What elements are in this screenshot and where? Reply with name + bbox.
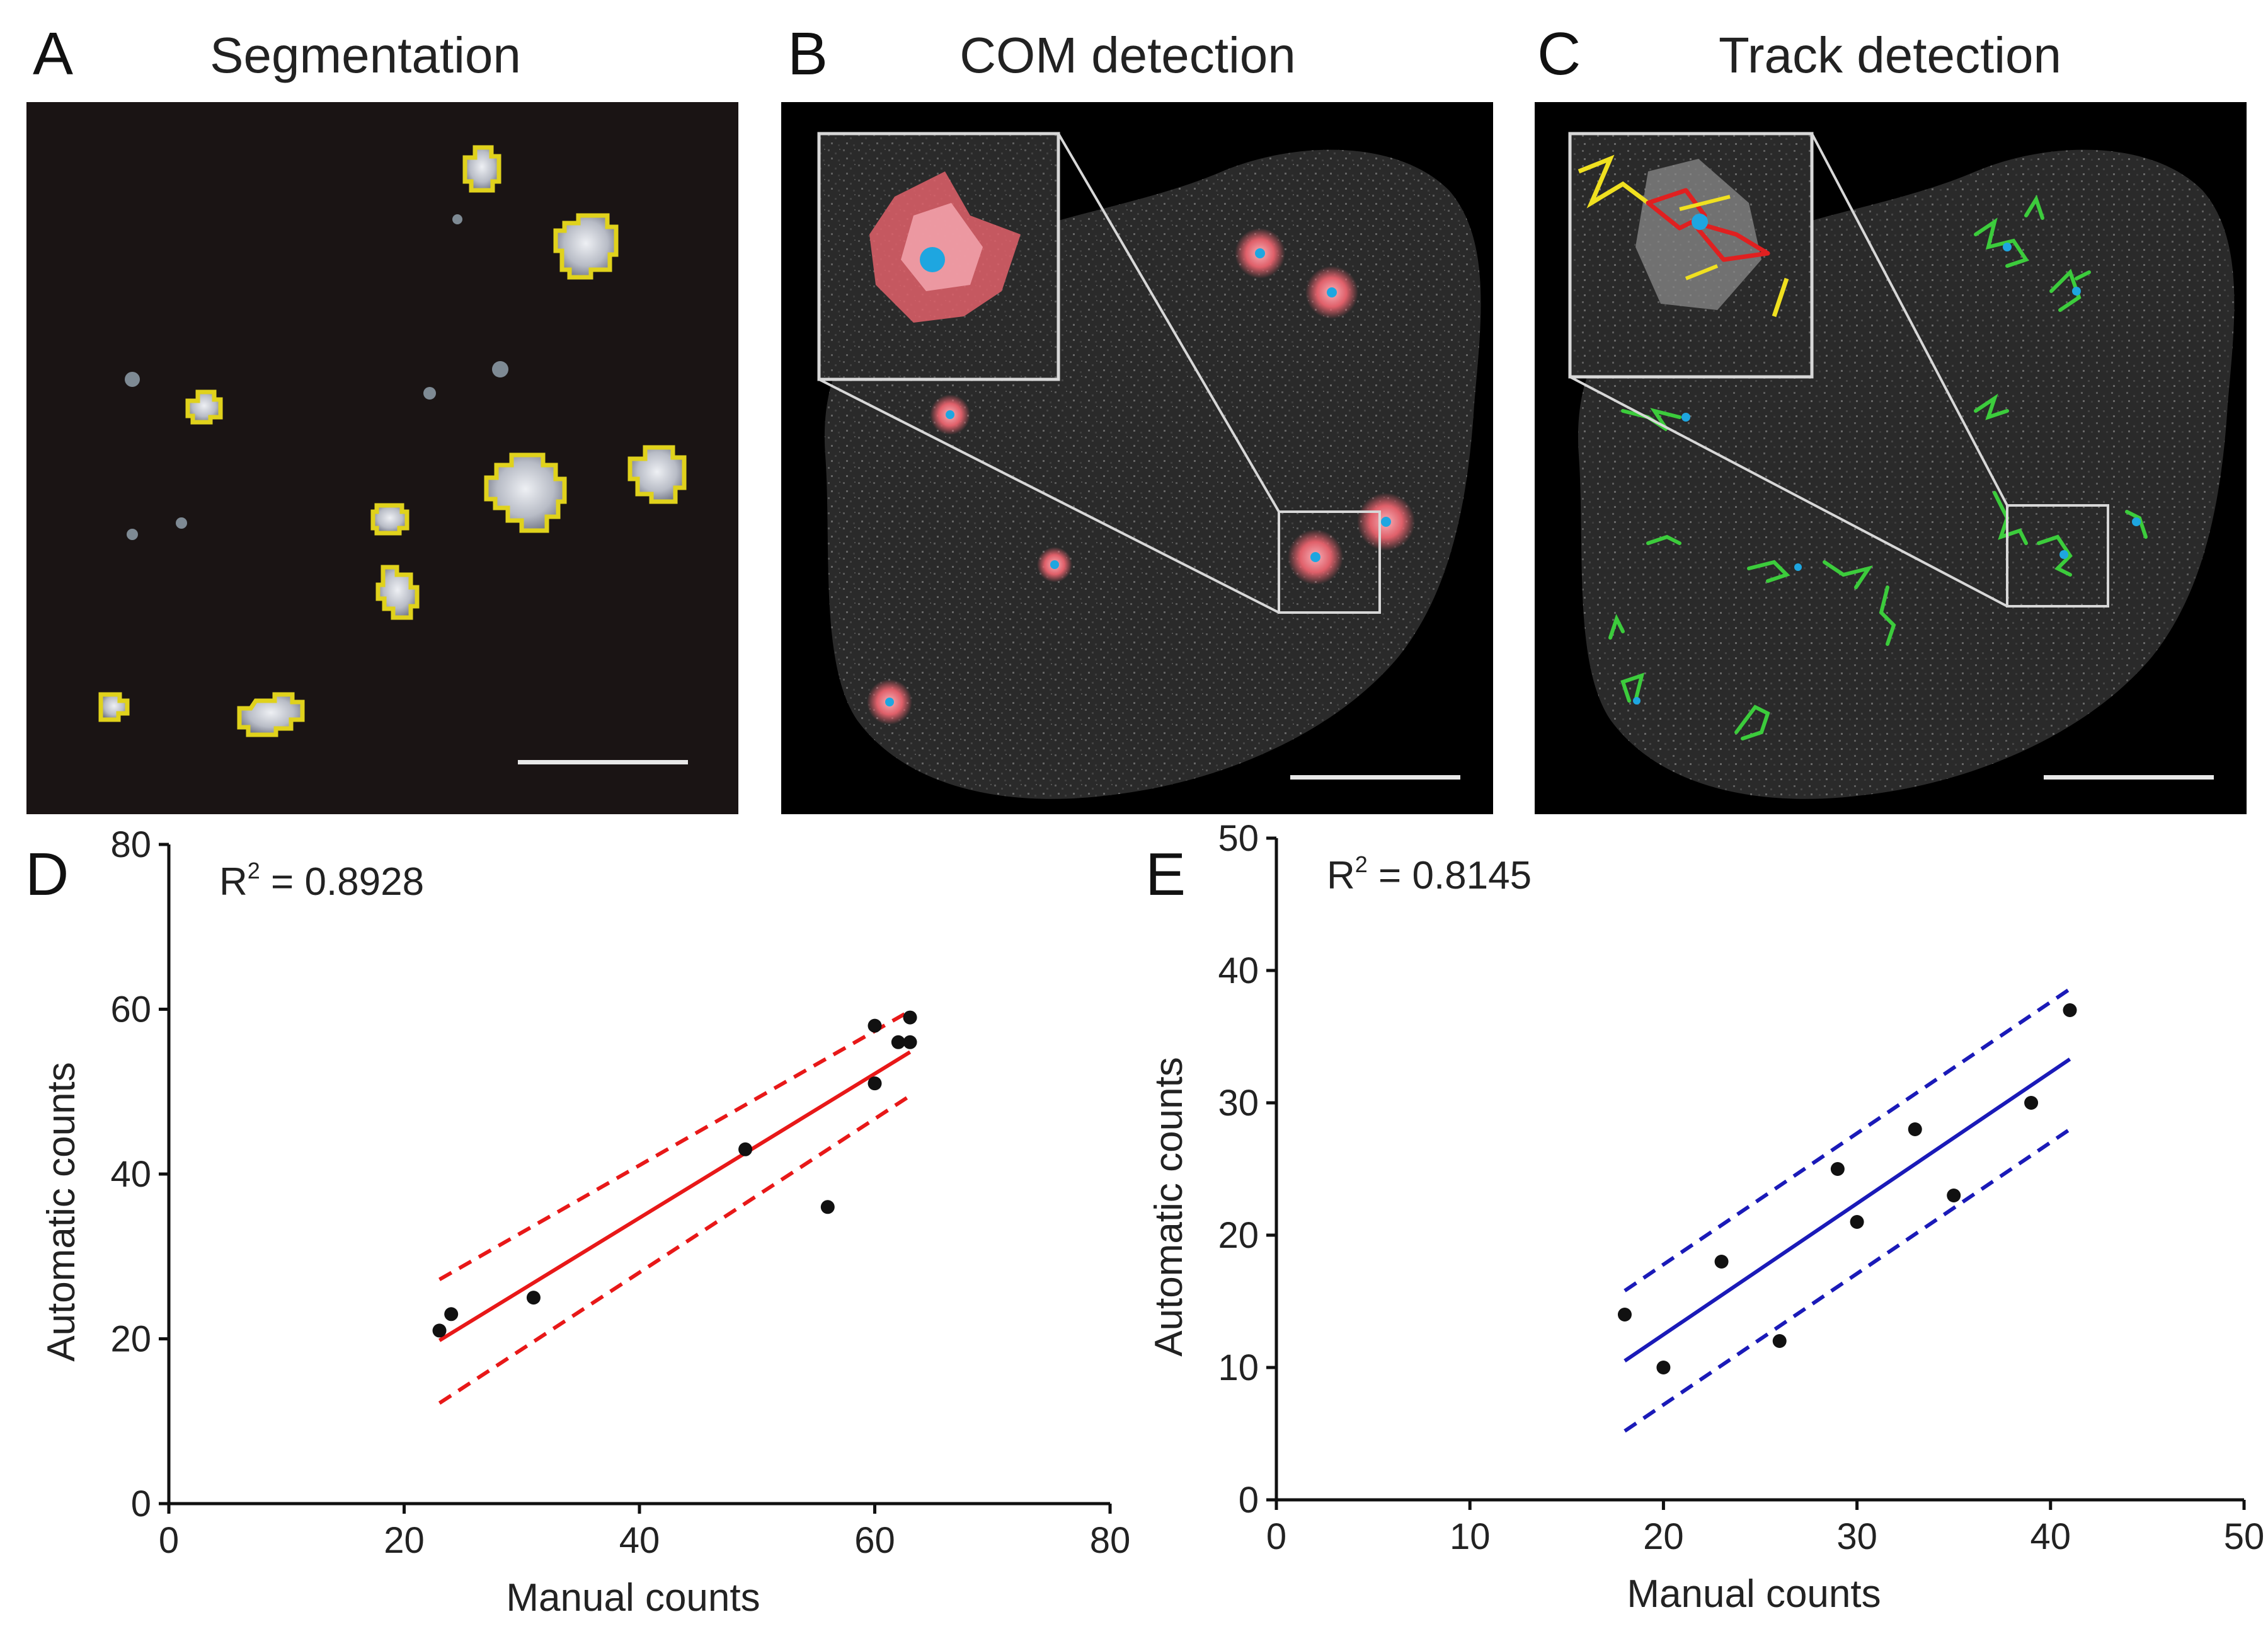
confidence-band-lower: [438, 1094, 912, 1405]
zoom-inset: [1568, 132, 1814, 379]
zoom-selection-box: [2006, 504, 2109, 607]
x-tick-label: 10: [1450, 1516, 1491, 1557]
panel-title-track-detection: Track detection: [1719, 27, 2061, 83]
x-tick-label: 30: [1836, 1516, 1877, 1557]
confidence-band-upper: [438, 1009, 912, 1281]
data-point: [820, 1200, 835, 1214]
panel-letter-e: E: [1145, 841, 1186, 908]
x-axis-label: Manual counts: [1627, 1572, 1881, 1616]
data-point: [868, 1018, 882, 1033]
scatter-plot-e: 0 10 20 30 40 50 0 10 20 30 40 50 Manual counts Autom…: [1134, 818, 2268, 1638]
y-tick-label: 80: [110, 824, 151, 865]
y-tick-label: 50: [1218, 818, 1259, 859]
data-point: [1714, 1255, 1729, 1269]
x-tick-label: 80: [1090, 1520, 1131, 1561]
data-point: [1908, 1122, 1922, 1136]
y-axis-label: Automatic counts: [40, 1062, 83, 1362]
panel-letter-a: A: [33, 20, 74, 88]
track-markers: [1633, 243, 2141, 705]
x-tick-label: 60: [854, 1520, 895, 1561]
data-point: [1656, 1361, 1671, 1374]
track-detection-image: [1535, 102, 2247, 814]
unsegmented-spots: [125, 214, 508, 540]
scale-bar: [1290, 775, 1460, 780]
data-point: [526, 1291, 541, 1305]
data-point: [1772, 1334, 1787, 1348]
data-point: [891, 1035, 905, 1049]
data-point: [1850, 1215, 1864, 1229]
scale-bar: [518, 760, 688, 764]
y-tick-label: 30: [1218, 1083, 1259, 1124]
x-tick-label: 40: [619, 1520, 660, 1561]
x-tick-label: 20: [384, 1520, 425, 1561]
zoom-inset: [817, 132, 1060, 381]
x-tick-label: 0: [159, 1520, 179, 1561]
y-tick-label: 40: [110, 1154, 151, 1195]
data-point: [738, 1142, 753, 1156]
data-point: [868, 1076, 882, 1091]
x-tick-label: 20: [1643, 1516, 1684, 1557]
data-point: [903, 1010, 917, 1025]
data-point: [444, 1307, 459, 1321]
scale-bar: [2044, 775, 2214, 780]
x-axis-label: Manual counts: [506, 1576, 760, 1620]
x-tick-label: 40: [2030, 1516, 2071, 1557]
panel-title-segmentation: Segmentation: [210, 27, 521, 83]
y-tick-label: 40: [1218, 950, 1259, 991]
panel-letter-d: D: [25, 841, 69, 908]
particle-tracks: [1608, 194, 2148, 740]
data-point: [2024, 1096, 2039, 1110]
y-axis-label: Automatic counts: [1147, 1057, 1191, 1357]
data-point: [1947, 1189, 1961, 1202]
segmentation-image: [26, 102, 738, 814]
data-point: [432, 1323, 447, 1338]
center-of-mass-markers: [885, 248, 1391, 706]
y-tick-label: 20: [110, 1319, 151, 1360]
x-tick-label: 50: [2224, 1516, 2265, 1557]
x-tick-label: 0: [1266, 1516, 1286, 1557]
zoom-selection-box: [1278, 510, 1381, 614]
regression-line: [438, 1050, 912, 1342]
confidence-band-lower: [1624, 1127, 2071, 1433]
y-tick-label: 60: [110, 989, 151, 1030]
y-tick-label: 0: [1239, 1480, 1259, 1521]
panel-letter-c: C: [1537, 20, 1581, 88]
r-squared-annotation: R2 = 0.8928: [219, 858, 424, 904]
data-point: [2063, 1003, 2077, 1017]
com-detection-image: [781, 102, 1493, 814]
r-squared-annotation: R2 = 0.8145: [1327, 851, 1532, 897]
confidence-band-upper: [1624, 987, 2071, 1293]
data-point: [1617, 1308, 1632, 1321]
y-tick-label: 20: [1218, 1215, 1259, 1256]
segmented-spots: [98, 145, 687, 737]
panel-title-com-detection: COM detection: [959, 27, 1296, 83]
y-tick-label: 0: [131, 1483, 151, 1524]
panel-letter-b: B: [788, 20, 828, 88]
y-tick-label: 10: [1218, 1347, 1259, 1388]
regression-line: [1624, 1057, 2071, 1362]
scatter-plot-d: 0 20 40 60 80 0 20 40 60 80 Manual counts Automatic…: [0, 819, 1134, 1638]
data-point: [903, 1035, 917, 1049]
data-point: [1830, 1162, 1845, 1176]
